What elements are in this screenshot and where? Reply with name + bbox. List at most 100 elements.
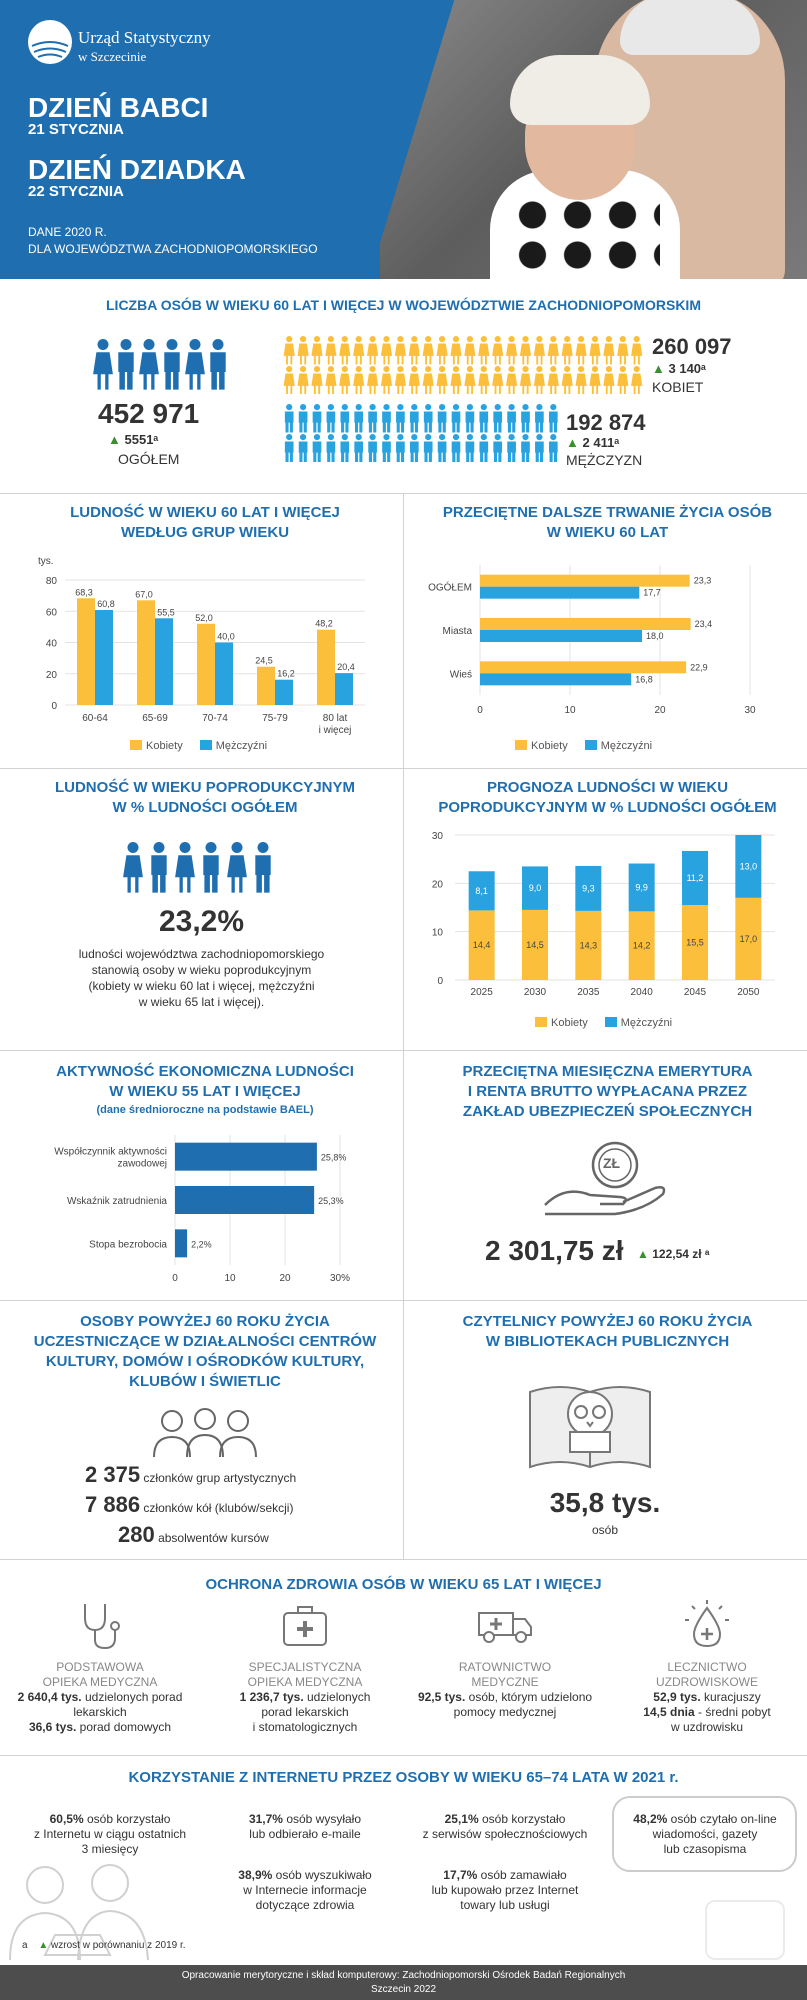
woman-icon (561, 366, 573, 394)
person-icon (175, 842, 195, 893)
culture-title-line2: UCZESTNICZĄCE W DZIAŁALNOŚCI CENTRÓW (33, 1333, 377, 1350)
man-icon (340, 434, 350, 462)
men-label: MĘŻCZYZN (566, 452, 643, 468)
internet-value: 48,2% (633, 1812, 668, 1826)
woman-icon (297, 336, 309, 365)
data-label: 40,0 (217, 632, 235, 642)
health-label: OPIEKA MEDYCZNA (42, 1675, 158, 1689)
logo-globe-icon (31, 41, 69, 58)
age-groups-title-line2: WEDŁUG GRUP WIEKU (120, 524, 290, 541)
man-icon (396, 404, 405, 433)
internet-text: osób wysyłało (282, 1812, 362, 1826)
health-label: PODSTAWOWA (56, 1660, 144, 1674)
health-value: 1 236,7 tys. (239, 1690, 304, 1704)
forecast-title-line2: POPRODUKCYJNYM W % LUDNOŚCI OGÓŁEM (438, 799, 777, 816)
x-tick-label: 30 (744, 705, 756, 716)
woman-icon (547, 366, 559, 394)
health-spa: LECZNICTWO UZDROWISKOWE 52,9 tys. kuracj… (607, 1656, 807, 1735)
y-tick-label: 20 (46, 670, 58, 681)
post-working-title-line2: W % LUDNOŚCI OGÓŁEM (112, 799, 298, 816)
health-text: osób, którym udzielono (465, 1690, 593, 1704)
divider-vertical (403, 494, 404, 1559)
man-icon (437, 404, 447, 433)
internet-text: osób zamawiało (477, 1868, 567, 1882)
data-label: 17,0 (740, 934, 758, 944)
internet-text: wiadomości, gazety (652, 1827, 758, 1841)
woman-icon (311, 366, 323, 394)
man-icon (465, 434, 475, 462)
internet-item: 25,1% osób korzystało z serwisów społecz… (400, 1812, 610, 1842)
x-tick-label: 2035 (577, 987, 600, 998)
men-icons (284, 404, 558, 462)
footer-place: Szczecin 2022 (370, 1984, 437, 1995)
y-tick-label: Stopa bezrobocia (89, 1239, 167, 1250)
woman-icon (450, 336, 462, 365)
bar (77, 598, 95, 705)
grandfather-hair (620, 0, 760, 55)
health-value: 92,5 tys. (417, 1690, 466, 1704)
woman-icon (422, 336, 434, 365)
data-label: 24,5 (255, 656, 273, 666)
y-tick-label: 10 (432, 928, 444, 939)
up-arrow-icon: ▲ (108, 432, 121, 447)
data-label: 20,4 (337, 662, 355, 672)
first-aid-icon (280, 1603, 330, 1648)
legend-women: Kobiety (551, 1017, 588, 1029)
woman-icon (325, 366, 337, 394)
y-tick-label: 20 (432, 879, 444, 890)
bar (480, 673, 632, 686)
man-icon (479, 434, 489, 462)
bar (468, 871, 495, 911)
legend-swatch-women (535, 1017, 547, 1027)
x-tick-label: 20 (279, 1273, 291, 1284)
person-icon (185, 339, 205, 390)
woman-icon (353, 366, 365, 394)
life-exp-title: PRZECIĘTNE DALSZE TRWANIE ŻYCIA OSÓB W W… (415, 503, 800, 543)
man-icon (548, 404, 558, 433)
data-label: 15,5 (686, 938, 704, 948)
women-change-value: 3 140ᵃ (668, 361, 706, 376)
woman-icon (380, 366, 393, 394)
pension-title-line1: PRZECIĘTNA MIESIĘCZNA EMERYTURA (462, 1063, 753, 1080)
y-tick-label: Wieś (450, 669, 472, 680)
woman-icon (478, 366, 490, 394)
man-icon (548, 434, 558, 462)
health-text: - średni pobyt (694, 1705, 771, 1719)
data-label: 13,0 (740, 861, 758, 871)
man-icon (284, 434, 294, 462)
man-icon (368, 404, 377, 433)
x-tick-label: 2045 (684, 987, 707, 998)
woman-icon (547, 336, 559, 365)
health-text: w uzdrowisku (670, 1720, 744, 1734)
internet-text: osób czytało on-line (667, 1812, 777, 1826)
y-tick-label: 0 (437, 976, 443, 987)
woman-icon (464, 366, 476, 394)
divider (0, 1300, 807, 1301)
x-tick-label: 10 (564, 705, 576, 716)
culture-row-text: członków grup artystycznych (143, 1471, 297, 1485)
women-icons (283, 336, 643, 394)
health-text: lekarskich (73, 1705, 127, 1719)
bar (257, 666, 275, 705)
health-label: RATOWNICTWO (458, 1660, 552, 1674)
title-grandmother-day: DZIEŃ BABCI (28, 92, 209, 123)
bar (575, 865, 602, 911)
x-tick-label: 80 lat (323, 713, 348, 724)
forecast-legend: Kobiety Mężczyźni (535, 1017, 672, 1029)
man-icon (284, 404, 294, 433)
library-title: CZYTELNICY POWYŻEJ 60 ROKU ŻYCIA W BIBLI… (415, 1312, 800, 1352)
woman-icon (478, 336, 490, 365)
bar (95, 610, 113, 705)
internet-text: z serwisów społecznościowych (422, 1827, 588, 1841)
data-label: 52,0 (195, 613, 213, 623)
man-icon (465, 404, 475, 433)
life-expectancy-chart: 0 10 20 30 OGÓŁEM 23,3 17,7 Miasta 23,4 18,0 Wieś 2… (428, 565, 756, 716)
woman-icon (283, 336, 295, 365)
total-change: ▲ 5551ᵃ (108, 432, 158, 447)
bar (335, 673, 353, 705)
y-tick-label: Miasta (443, 626, 473, 637)
culture-row-value: 2 375 (85, 1462, 141, 1487)
person-icon (203, 842, 219, 893)
x-tick-label: 2025 (471, 987, 494, 998)
man-icon (451, 434, 461, 462)
